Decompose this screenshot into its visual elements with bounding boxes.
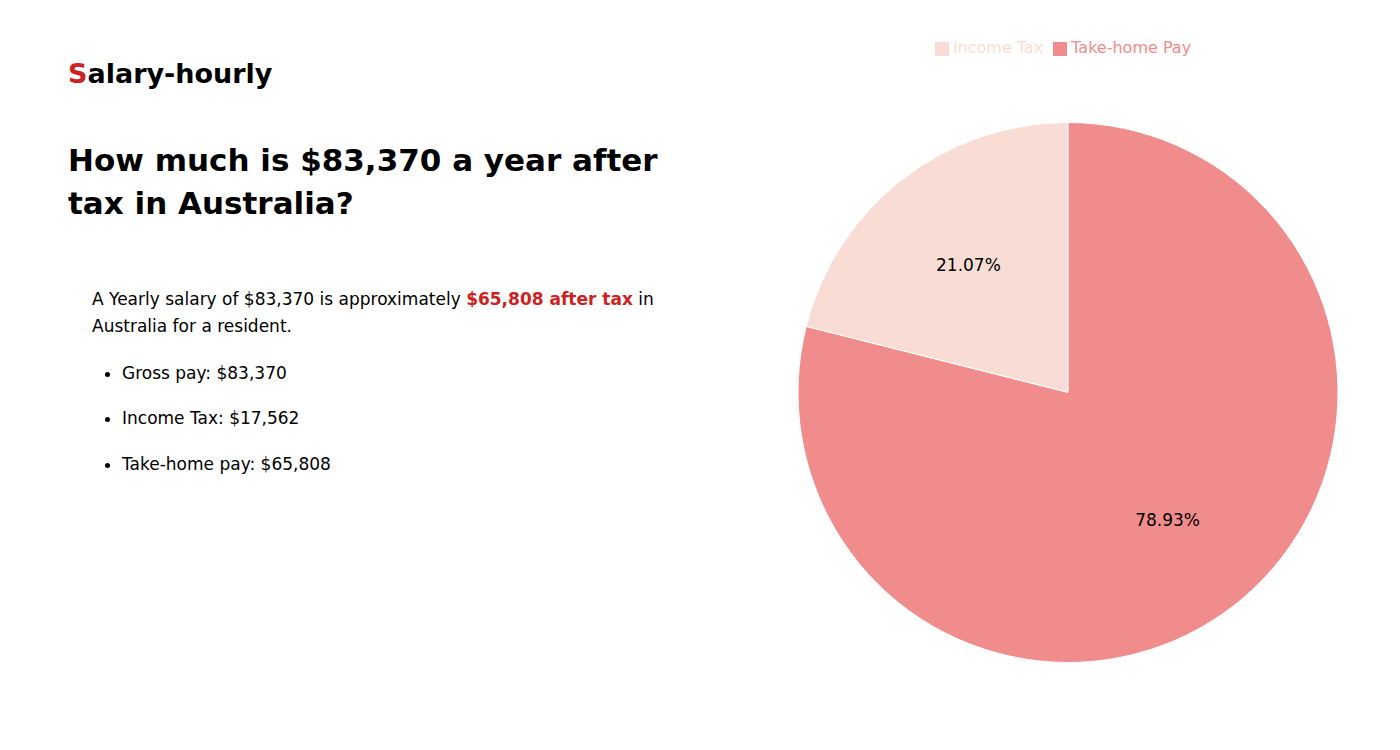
html-text:Gross pay: $83,370: Gross pay: $83,370 [122, 363, 287, 384]
html-text:Take-home Pay: Take-home Pay [1071, 38, 1192, 57]
html-text:Income Tax: $17,562: Income Tax: $17,562 [122, 408, 300, 429]
html-text:Take-home pay: $65,808: Take-home pay: $65,808 [122, 453, 331, 474]
html-text:S alary-hourly: S alary-hourly [68, 58, 273, 89]
svg-text:21.07%: 21.07% [936, 255, 1001, 275]
html-text:Income Tax: Income Tax [952, 38, 1044, 57]
html-text:A Yearly salary of $83,370 is: A Yearly salary of $83,370 is approximat… [92, 288, 654, 309]
html-text:Australia for a resident.: Australia for a resident. [92, 316, 292, 336]
svg-text:78.93%: 78.93% [1135, 510, 1200, 530]
html-text:How much is $83,370 a year aft: How much is $83,370 a year after tax in … [68, 142, 658, 222]
